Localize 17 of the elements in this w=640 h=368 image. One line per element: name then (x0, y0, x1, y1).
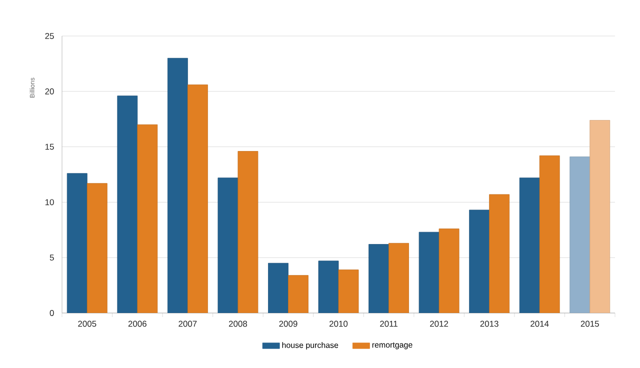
x-tick-label: 2015 (580, 320, 599, 327)
x-tick-label: 2007 (178, 320, 197, 327)
y-tick-label: 0 (50, 310, 54, 316)
y-tick-label: 20 (45, 88, 54, 94)
x-tick-label: 2014 (530, 320, 549, 327)
y-tick-label: 15 (45, 144, 54, 150)
x-tick-label: 2009 (279, 320, 298, 327)
x-tick-label: 2010 (330, 320, 348, 327)
x-tick-label: 2013 (480, 320, 498, 327)
y-tick-label: 25 (45, 33, 54, 39)
x-tick-label: 2005 (78, 320, 96, 327)
x-tick-label: 2011 (380, 320, 398, 327)
x-tick-label: 2006 (128, 320, 146, 327)
x-tick-label: 2008 (228, 320, 248, 327)
y-tick-label: 10 (45, 199, 54, 206)
y-tick-label: 5 (50, 254, 54, 261)
x-tick-label: 2012 (430, 320, 448, 327)
